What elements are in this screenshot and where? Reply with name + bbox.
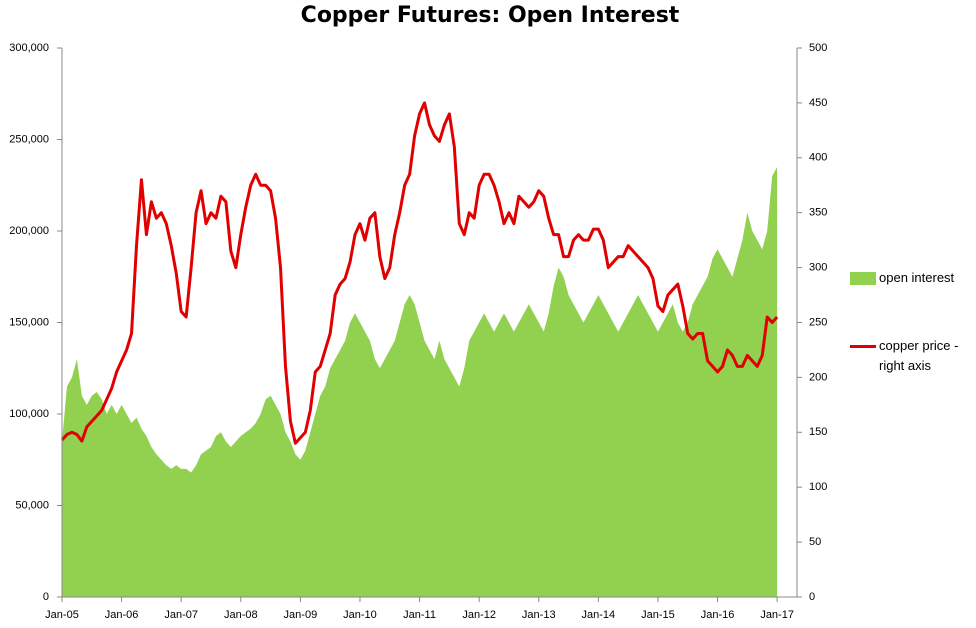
x-tick-label: Jan-09 (284, 609, 318, 621)
y2-tick-label: 400 (809, 152, 827, 164)
y2-tick-label: 500 (809, 42, 827, 54)
line (60, 101, 779, 445)
legend-label: copper price - right axis (879, 338, 959, 373)
y-tick-label: 250,000 (9, 133, 49, 145)
x-tick-label: Jan-07 (164, 609, 198, 621)
y-tick-label: 100,000 (9, 408, 49, 420)
legend-item: copper price - right axis (850, 336, 974, 376)
y-tick-label: 200,000 (9, 225, 49, 237)
x-tick-label: Jan-12 (462, 609, 496, 621)
legend-swatch (850, 345, 876, 348)
legend-swatch (850, 272, 876, 285)
y2-tick-label: 0 (809, 591, 815, 603)
area (62, 166, 778, 597)
legend-item: open interest (850, 268, 974, 288)
y2-tick-label: 200 (809, 371, 827, 383)
legend-label: open interest (879, 270, 955, 285)
x-tick-label: Jan-13 (522, 609, 556, 621)
y2-tick-label: 350 (809, 207, 827, 219)
y-tick-label: 300,000 (9, 42, 49, 54)
y2-tick-label: 100 (809, 481, 827, 493)
y-tick-label: 0 (43, 591, 49, 603)
x-tick-label: Jan-05 (45, 609, 79, 621)
x-tick-label: Jan-08 (224, 609, 258, 621)
x-tick-label: Jan-16 (701, 609, 735, 621)
y2-tick-label: 150 (809, 426, 827, 438)
x-tick-label: Jan-15 (641, 609, 675, 621)
x-tick-label: Jan-11 (403, 609, 436, 621)
legend: open interest copper price - right axis (850, 268, 974, 424)
x-tick-label: Jan-10 (343, 609, 377, 621)
y2-tick-label: 450 (809, 97, 827, 109)
y2-tick-label: 50 (809, 536, 821, 548)
x-tick-label: Jan-17 (760, 609, 794, 621)
x-tick-label: Jan-06 (105, 609, 139, 621)
y2-tick-label: 300 (809, 262, 827, 274)
y-tick-label: 150,000 (9, 316, 49, 328)
x-tick-label: Jan-14 (582, 609, 616, 621)
y-tick-label: 50,000 (15, 499, 49, 511)
chart-title: Copper Futures: Open Interest (301, 3, 680, 28)
y2-tick-label: 250 (809, 316, 827, 328)
